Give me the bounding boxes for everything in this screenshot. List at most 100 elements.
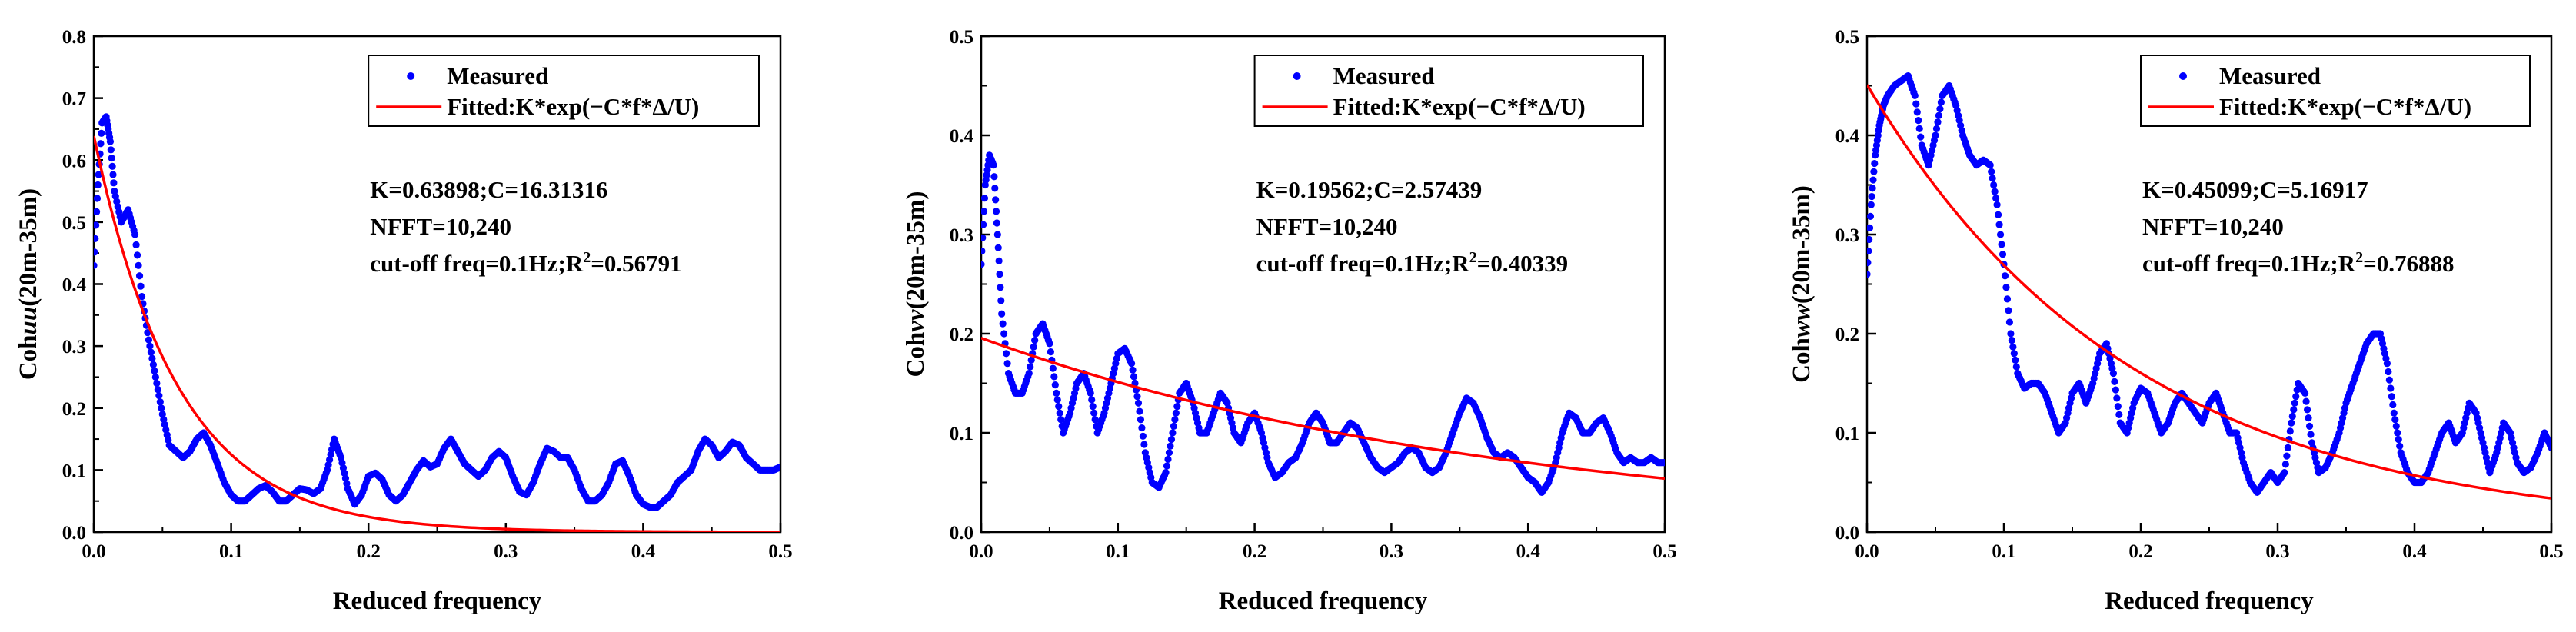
measured-point (1091, 416, 1099, 424)
measured-point (1992, 195, 2000, 202)
measured-point (999, 320, 1007, 328)
measured-point (2395, 436, 2402, 444)
measured-point (1030, 343, 1037, 351)
legend-fitted-label: Fitted:K*exp(−C*f*Δ/U) (1333, 93, 1586, 120)
measured-point (990, 173, 998, 181)
y-tick-label: 0.6 (62, 151, 86, 171)
annotation-fit-params: K=0.19562;C=2.57439 (1256, 176, 1483, 203)
measured-point (94, 195, 102, 202)
measured-point (1870, 168, 1878, 175)
y-tick-label: 0.0 (62, 523, 86, 544)
measured-point (1003, 360, 1011, 368)
measured-point (1986, 161, 1994, 169)
measured-series (1867, 72, 2551, 497)
measured-point (993, 219, 1001, 227)
measured-point (148, 354, 156, 362)
measured-point (2281, 461, 2289, 468)
y-tick-label: 0.2 (950, 324, 973, 345)
measured-point (2007, 330, 2015, 338)
measured-point (2301, 389, 2309, 397)
measured-point (1867, 235, 1873, 244)
measured-point (138, 293, 146, 301)
x-tick-label: 0.5 (768, 541, 792, 562)
measured-point (1167, 436, 1176, 444)
plot-area (981, 151, 1665, 497)
measured-point (1936, 105, 1944, 113)
measured-point (131, 231, 139, 238)
measured-point (1171, 416, 1179, 424)
plot-area (1867, 72, 2551, 500)
measured-point (2283, 452, 2291, 460)
fitted-curve (94, 135, 780, 532)
annotation-nfft: NFFT=10,240 (2142, 213, 2284, 240)
x-tick-label: 0.3 (2265, 541, 2289, 562)
y-tick-label: 0.5 (62, 213, 86, 234)
legend-measured-label: Measured (1333, 62, 1435, 89)
measured-point (1134, 399, 1143, 407)
measured-point (1912, 100, 1920, 108)
measured-point (2115, 411, 2123, 418)
measured-point (1046, 340, 1053, 348)
measured-point (1871, 159, 1879, 168)
measured-point (2288, 412, 2296, 421)
measured-point (990, 161, 997, 169)
annotation-cutoff-r2: cut-off freq=0.1Hz;R2=0.76888 (2142, 249, 2454, 277)
measured-point (94, 181, 102, 189)
measured-point (1051, 381, 1059, 389)
measured-point (993, 231, 1001, 238)
measured-point (1050, 373, 1058, 381)
measured-point (2292, 393, 2300, 401)
measured-point (1915, 125, 1923, 132)
measured-point (137, 282, 145, 290)
measured-point (135, 272, 144, 280)
measured-series (981, 151, 1665, 497)
measured-point (1088, 396, 1096, 404)
measured-point (94, 221, 100, 229)
measured-point (1994, 211, 2002, 218)
y-tick-label: 0.3 (1835, 225, 1859, 246)
measured-point (1139, 432, 1147, 440)
x-tick-label: 0.5 (1652, 541, 1676, 562)
measured-point (158, 404, 165, 412)
measured-point (2284, 444, 2291, 451)
measured-point (2388, 393, 2395, 401)
measured-point (1047, 348, 1054, 356)
measured-point (2005, 307, 2012, 314)
legend-fitted-label: Fitted:K*exp(−C*f*Δ/U) (447, 93, 699, 120)
y-label-prefix: Coh (902, 332, 930, 378)
x-axis-label: Reduced frequency (1219, 587, 1428, 615)
measured-point (133, 251, 141, 259)
measured-point (2002, 284, 2010, 291)
measured-point (151, 373, 159, 381)
measured-point (2290, 406, 2298, 414)
measured-point (997, 297, 1005, 304)
measured-point (1027, 363, 1034, 371)
measured-point (1867, 271, 1871, 278)
measured-point (1057, 416, 1065, 424)
legend: Measured Fitted:K*exp(−C*f*Δ/U) (1253, 55, 1644, 127)
y-axis-label: Cohvv(20m-35m) (902, 191, 930, 378)
y-tick-label: 0.4 (62, 275, 87, 296)
measured-point (1002, 350, 1010, 358)
x-tick-label: 0.1 (1106, 541, 1130, 562)
measured-point (991, 185, 999, 192)
measured-point (1025, 370, 1033, 378)
measured-point (2303, 406, 2311, 414)
chart-panel-2: 0.0 0.1 0.2 0.3 0.4 0.5 0.0 0.1 0.2 0.3 0.4 0.5 Redu… (902, 27, 1677, 615)
measured-point (981, 247, 986, 255)
measured-point (1137, 416, 1145, 424)
y-tick-label: 0.0 (1835, 523, 1859, 544)
x-tick-label: 0.4 (631, 541, 656, 562)
measured-point (1173, 403, 1181, 411)
y-label-prefix: Coh (15, 334, 42, 380)
measured-point (107, 146, 115, 154)
measured-point (2281, 469, 2288, 477)
measured-point (1934, 118, 1942, 126)
measured-point (2385, 376, 2393, 384)
measured-point (1989, 175, 1996, 182)
measured-point (2390, 409, 2398, 417)
x-tick-label: 0.2 (2128, 541, 2152, 562)
measured-point (108, 162, 116, 170)
measured-point (1867, 201, 1875, 208)
legend-measured-marker (407, 72, 415, 80)
